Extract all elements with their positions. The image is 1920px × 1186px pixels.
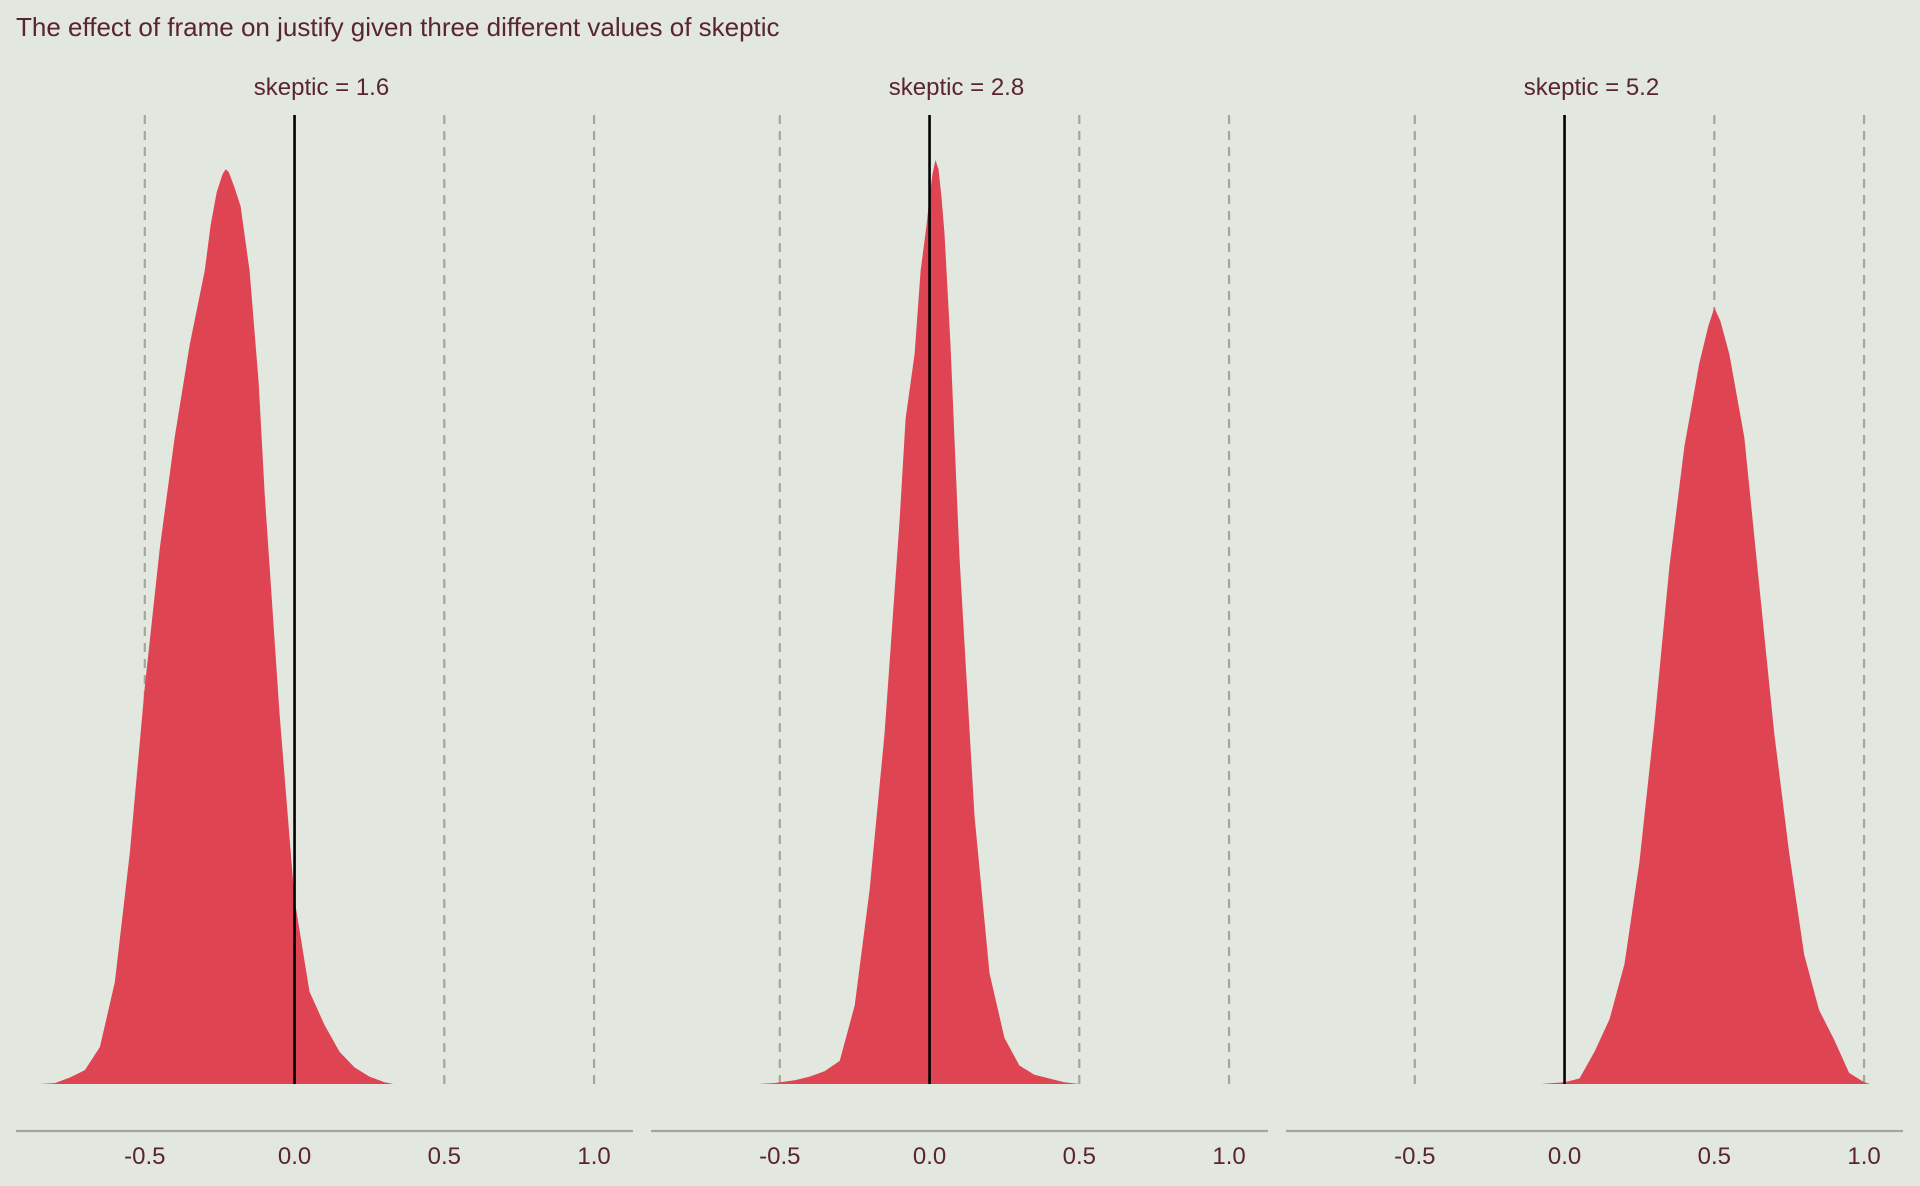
x-tick-label: -0.5 [759,1143,800,1170]
facet-panel-3: skeptic = 5.2 -0.5 0.0 0.5 1.0 [1286,74,1903,1170]
panels-layer: skeptic = 1.6 -0.5 0.0 0.5 1.0 skeptic = 2.8 -… [16,74,1903,1170]
chart-title: The effect of frame on justify given thr… [16,12,780,42]
facet-strip-label: skeptic = 2.8 [889,74,1024,101]
density-area [1540,307,1871,1084]
x-tick-label: 0.5 [428,1143,461,1170]
facet-panel-1: skeptic = 1.6 -0.5 0.0 0.5 1.0 [16,74,633,1170]
x-tick-label: 0.0 [913,1143,946,1170]
x-tick-label: 0.0 [1548,1143,1581,1170]
x-tick-label: 0.5 [1063,1143,1096,1170]
facet-strip-label: skeptic = 1.6 [254,74,389,101]
x-tick-label: -0.5 [1394,1143,1435,1170]
x-tick-label: 1.0 [1212,1143,1245,1170]
facet-panel-2: skeptic = 2.8 -0.5 0.0 0.5 1.0 [651,74,1268,1170]
x-tick-label: -0.5 [124,1143,165,1170]
x-tick-label: 1.0 [577,1143,610,1170]
facet-strip-label: skeptic = 5.2 [1524,74,1659,101]
x-tick-label: 1.0 [1847,1143,1880,1170]
density-area [40,169,394,1084]
x-tick-label: 0.0 [278,1143,311,1170]
density-area [758,160,1080,1084]
x-tick-label: 0.5 [1698,1143,1731,1170]
